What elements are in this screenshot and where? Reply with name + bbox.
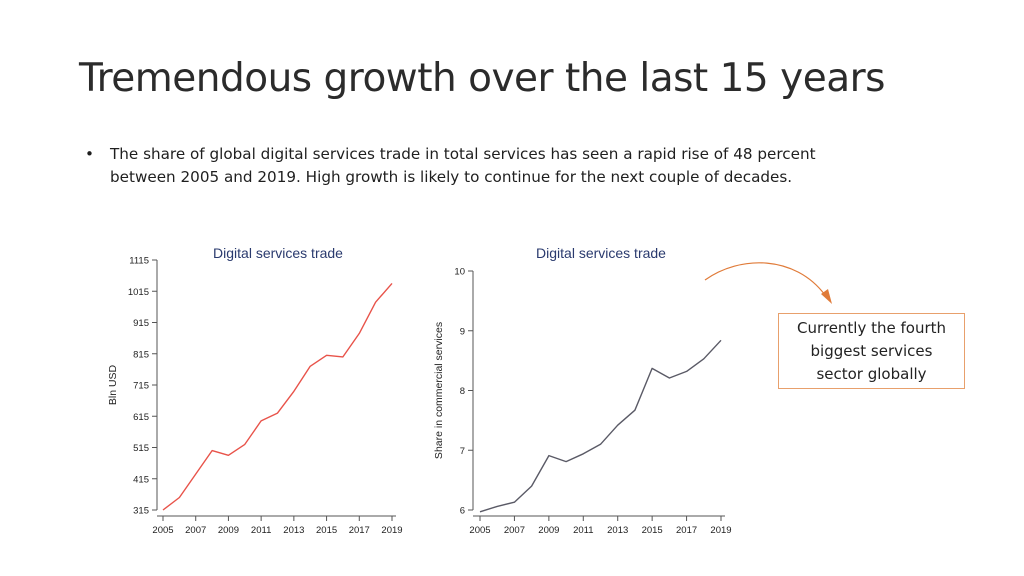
x-tick-label: 2005 bbox=[152, 525, 173, 536]
data-point bbox=[547, 454, 550, 457]
x-tick-label: 2007 bbox=[504, 525, 525, 536]
y-tick-label: 315 bbox=[133, 506, 149, 517]
data-point bbox=[374, 301, 377, 304]
bullet-point: • The share of global digital services t… bbox=[85, 143, 835, 189]
data-point bbox=[211, 449, 214, 452]
data-point bbox=[227, 454, 230, 457]
data-point bbox=[292, 390, 295, 393]
x-tick-label: 2013 bbox=[607, 525, 628, 536]
data-point bbox=[162, 509, 165, 512]
data-point bbox=[243, 443, 246, 446]
data-point bbox=[599, 443, 602, 446]
data-point bbox=[565, 460, 568, 463]
y-tick-label: 8 bbox=[460, 386, 465, 397]
data-point bbox=[260, 419, 263, 422]
curved-arrow-icon bbox=[704, 262, 832, 304]
data-point bbox=[513, 501, 516, 504]
data-point bbox=[276, 412, 279, 415]
chart-title: Digital services trade bbox=[536, 245, 666, 261]
x-tick-label: 2019 bbox=[710, 525, 731, 536]
y-tick-label: 9 bbox=[460, 326, 465, 337]
data-point bbox=[479, 510, 482, 513]
y-tick-label: 6 bbox=[460, 506, 465, 517]
series-line bbox=[479, 339, 722, 513]
y-tick-label: 615 bbox=[133, 412, 149, 423]
bullet-marker: • bbox=[85, 145, 94, 163]
bullet-text: The share of global digital services tra… bbox=[110, 145, 816, 186]
data-point bbox=[616, 424, 619, 427]
x-tick-label: 2009 bbox=[218, 525, 239, 536]
y-axis-label: Share in commercial services bbox=[433, 322, 445, 459]
data-point bbox=[702, 357, 705, 360]
y-axis-label: Bln USD bbox=[107, 364, 119, 405]
right-line-chart: Digital services trade Share in commercia… bbox=[433, 245, 732, 536]
x-tick-label: 2019 bbox=[381, 525, 402, 536]
x-tick-label: 2015 bbox=[642, 525, 663, 536]
y-tick-label: 515 bbox=[133, 443, 149, 454]
data-point bbox=[720, 339, 723, 342]
callout-box: Currently the fourth biggest services se… bbox=[778, 313, 965, 389]
x-tick-label: 2007 bbox=[185, 525, 206, 536]
chart-title: Digital services trade bbox=[213, 245, 343, 261]
x-tick-label: 2011 bbox=[251, 525, 271, 536]
data-point bbox=[668, 376, 671, 379]
data-point bbox=[341, 355, 344, 358]
data-point bbox=[358, 332, 361, 335]
data-point bbox=[582, 452, 585, 455]
y-tick-label: 715 bbox=[133, 381, 149, 392]
x-tick-label: 2017 bbox=[676, 525, 697, 536]
slide-title: Tremendous growth over the last 15 years bbox=[79, 56, 885, 101]
y-tick-label: 815 bbox=[133, 349, 149, 360]
series-line bbox=[162, 282, 393, 511]
x-tick-label: 2005 bbox=[469, 525, 490, 536]
x-tick-label: 2011 bbox=[573, 525, 593, 536]
y-tick-label: 1015 bbox=[128, 287, 149, 298]
y-tick-label: 10 bbox=[454, 267, 465, 278]
data-point bbox=[633, 409, 636, 412]
data-point bbox=[651, 367, 654, 370]
data-point bbox=[496, 505, 499, 508]
x-tick-label: 2015 bbox=[316, 525, 337, 536]
data-point bbox=[685, 370, 688, 373]
y-tick-label: 915 bbox=[133, 318, 149, 329]
data-point bbox=[391, 282, 394, 285]
data-point bbox=[194, 473, 197, 476]
y-tick-label: 7 bbox=[460, 446, 465, 457]
x-tick-label: 2009 bbox=[538, 525, 559, 536]
data-point bbox=[178, 496, 181, 499]
data-point bbox=[309, 365, 312, 368]
x-tick-label: 2013 bbox=[283, 525, 304, 536]
data-point bbox=[325, 354, 328, 357]
left-line-chart: Digital services trade Bln USD 315 415 515 61… bbox=[107, 245, 403, 536]
y-tick-label: 415 bbox=[133, 474, 149, 485]
x-tick-label: 2017 bbox=[349, 525, 370, 536]
y-tick-label: 1115 bbox=[129, 256, 149, 267]
data-point bbox=[530, 485, 533, 488]
